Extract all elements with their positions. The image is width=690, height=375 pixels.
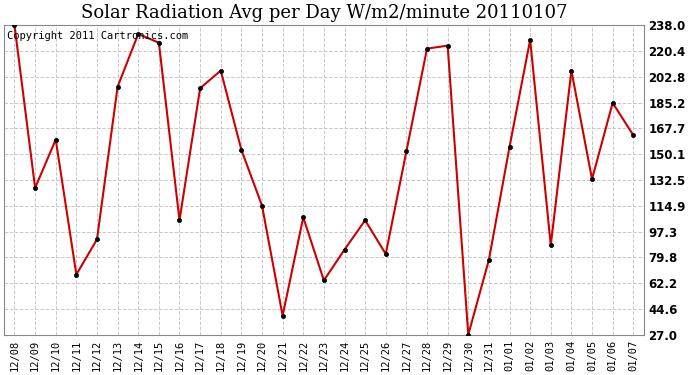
Title: Solar Radiation Avg per Day W/m2/minute 20110107: Solar Radiation Avg per Day W/m2/minute … [81, 4, 567, 22]
Text: Copyright 2011 Cartronics.com: Copyright 2011 Cartronics.com [8, 31, 188, 41]
